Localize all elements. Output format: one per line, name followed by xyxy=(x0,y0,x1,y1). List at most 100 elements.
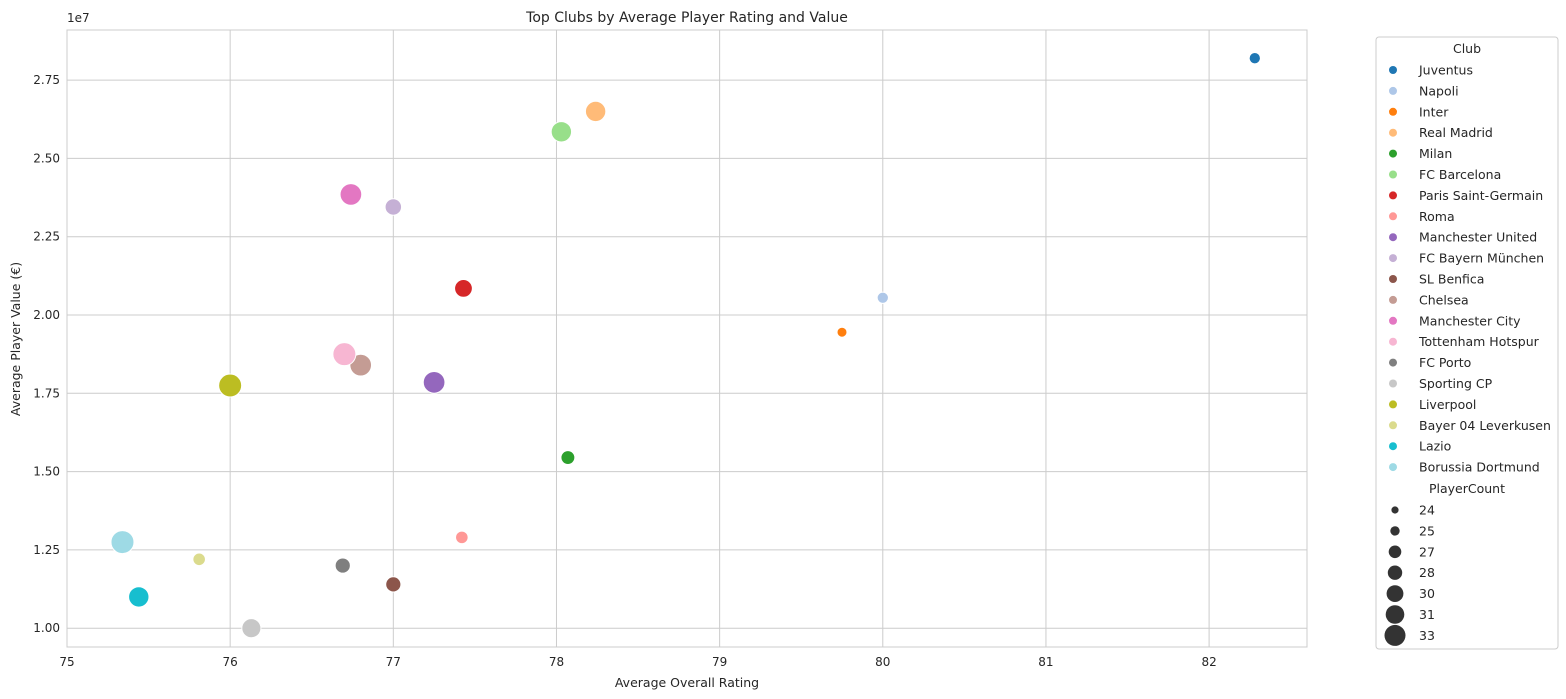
x-tick-label: 75 xyxy=(59,655,74,669)
point-napoli xyxy=(876,291,889,304)
y-tick-label: 1.25 xyxy=(33,543,60,557)
y-tick-label: 2.50 xyxy=(33,151,60,165)
point-juventus xyxy=(1248,52,1261,65)
legend-marker-real-madrid xyxy=(1389,128,1397,137)
legend-marker-chelsea xyxy=(1389,295,1397,304)
data-points xyxy=(110,52,1261,639)
point-sl-benfica xyxy=(385,576,402,593)
legend-size-marker xyxy=(1388,545,1402,559)
legend-marker-napoli xyxy=(1389,86,1397,95)
legend-marker-lazio xyxy=(1389,442,1397,451)
legend-label-bayer-04-leverkusen: Bayer 04 Leverkusen xyxy=(1419,418,1551,433)
legend-marker-fc-barcelona xyxy=(1389,170,1397,179)
x-tick-label: 80 xyxy=(875,655,890,669)
legend-size-label: 28 xyxy=(1419,565,1435,580)
point-fc-porto xyxy=(334,557,351,574)
legend-size-entries: 24 25 27 28 30 31 33 xyxy=(1384,503,1435,646)
legend-label-borussia-dortmund: Borussia Dortmund xyxy=(1419,460,1540,475)
x-tick-label: 79 xyxy=(712,655,727,669)
legend-label-lazio: Lazio xyxy=(1419,439,1451,454)
legend-size-title: PlayerCount xyxy=(1429,481,1505,496)
legend-size-marker xyxy=(1384,624,1406,646)
legend-marker-liverpool xyxy=(1389,400,1397,409)
legend-label-sporting-cp: Sporting CP xyxy=(1419,376,1493,391)
grid-lines xyxy=(66,30,1307,647)
legend-label-real-madrid: Real Madrid xyxy=(1419,125,1493,140)
x-tick-label: 76 xyxy=(223,655,238,669)
y-tick-label: 1.00 xyxy=(33,621,60,635)
legend-label-fc-barcelona: FC Barcelona xyxy=(1419,167,1501,182)
y-tick-label: 1.75 xyxy=(33,386,60,400)
legend-marker-fc-bayern-m-nchen xyxy=(1389,254,1397,263)
point-fc-barcelona xyxy=(550,121,573,143)
legend-marker-bayer-04-leverkusen xyxy=(1389,421,1397,430)
legend-size-marker xyxy=(1386,585,1404,602)
x-axis-label: Average Overall Rating xyxy=(615,675,759,690)
x-tick-label: 78 xyxy=(549,655,564,669)
legend-marker-paris-saint-germain xyxy=(1389,191,1397,200)
legend-size-label: 24 xyxy=(1419,503,1435,518)
legend-marker-inter xyxy=(1389,107,1397,116)
legend-size-marker xyxy=(1387,565,1403,580)
legend-marker-tottenham-hotspur xyxy=(1389,337,1397,346)
plot-area xyxy=(66,29,1308,648)
legend: Club Juventus Napoli Inter Real Madrid Milan… xyxy=(1375,36,1559,650)
legend-size-marker xyxy=(1390,526,1400,536)
point-manchester-city xyxy=(339,183,363,206)
point-liverpool xyxy=(218,373,243,398)
point-tottenham-hotspur xyxy=(332,342,357,367)
legend-hue-title: Club xyxy=(1453,41,1481,56)
point-chelsea xyxy=(349,353,373,377)
x-axis-ticks: 75 76 77 78 79 80 81 82 xyxy=(59,655,1216,669)
legend-frame xyxy=(1375,36,1559,650)
legend-size-marker xyxy=(1391,506,1399,514)
point-sporting-cp xyxy=(241,618,262,639)
x-tick-label: 77 xyxy=(386,655,401,669)
legend-label-manchester-city: Manchester City xyxy=(1419,313,1521,328)
legend-label-chelsea: Chelsea xyxy=(1419,292,1469,307)
y-tick-label: 1.50 xyxy=(33,465,60,479)
legend-hue-entries: Juventus Napoli Inter Real Madrid Milan FC Ba… xyxy=(1389,63,1551,475)
legend-label-napoli: Napoli xyxy=(1419,83,1459,98)
legend-label-juventus: Juventus xyxy=(1418,63,1473,78)
legend-marker-roma xyxy=(1389,212,1397,221)
legend-label-fc-bayern-m-nchen: FC Bayern München xyxy=(1419,251,1544,266)
legend-label-fc-porto: FC Porto xyxy=(1419,355,1471,370)
point-real-madrid xyxy=(584,100,607,123)
legend-marker-milan xyxy=(1389,149,1397,158)
legend-label-manchester-united: Manchester United xyxy=(1419,230,1537,245)
legend-size-marker xyxy=(1385,605,1405,624)
legend-marker-juventus xyxy=(1389,66,1397,74)
legend-marker-sl-benfica xyxy=(1389,275,1397,283)
point-bayer-04-leverkusen xyxy=(192,552,206,567)
x-tick-label: 81 xyxy=(1038,655,1053,669)
y-axis-ticks: 1.00 1.25 1.50 1.75 2.00 2.25 2.50 2.75 xyxy=(33,73,60,635)
legend-size-label: 27 xyxy=(1419,544,1435,559)
legend-label-tottenham-hotspur: Tottenham Hotspur xyxy=(1418,334,1540,349)
legend-label-inter: Inter xyxy=(1419,104,1449,119)
point-borussia-dortmund xyxy=(110,530,135,555)
x-tick-label: 82 xyxy=(1201,655,1216,669)
legend-size-label: 31 xyxy=(1419,607,1435,622)
point-milan xyxy=(560,450,576,465)
legend-marker-borussia-dortmund xyxy=(1389,463,1397,472)
chart-title: Top Clubs by Average Player Rating and V… xyxy=(525,10,848,26)
legend-marker-fc-porto xyxy=(1389,358,1397,367)
legend-label-paris-saint-germain: Paris Saint-Germain xyxy=(1419,188,1543,203)
point-fc-bayern-m-nchen xyxy=(384,198,403,216)
point-manchester-united xyxy=(422,370,446,394)
point-inter xyxy=(836,326,848,338)
y-tick-label: 2.25 xyxy=(33,230,60,244)
legend-label-liverpool: Liverpool xyxy=(1419,397,1476,412)
point-roma xyxy=(455,530,469,545)
legend-marker-sporting-cp xyxy=(1389,379,1397,388)
y-axis-label: Average Player Value (€) xyxy=(8,262,23,416)
y-tick-label: 2.00 xyxy=(33,308,60,322)
point-lazio xyxy=(128,586,150,608)
y-axis-offset-label: 1e7 xyxy=(67,11,90,25)
legend-size-label: 30 xyxy=(1419,586,1435,601)
y-tick-label: 2.75 xyxy=(33,73,60,87)
legend-size-label: 33 xyxy=(1419,628,1435,643)
point-paris-saint-germain xyxy=(454,278,473,298)
legend-label-milan: Milan xyxy=(1419,146,1452,161)
